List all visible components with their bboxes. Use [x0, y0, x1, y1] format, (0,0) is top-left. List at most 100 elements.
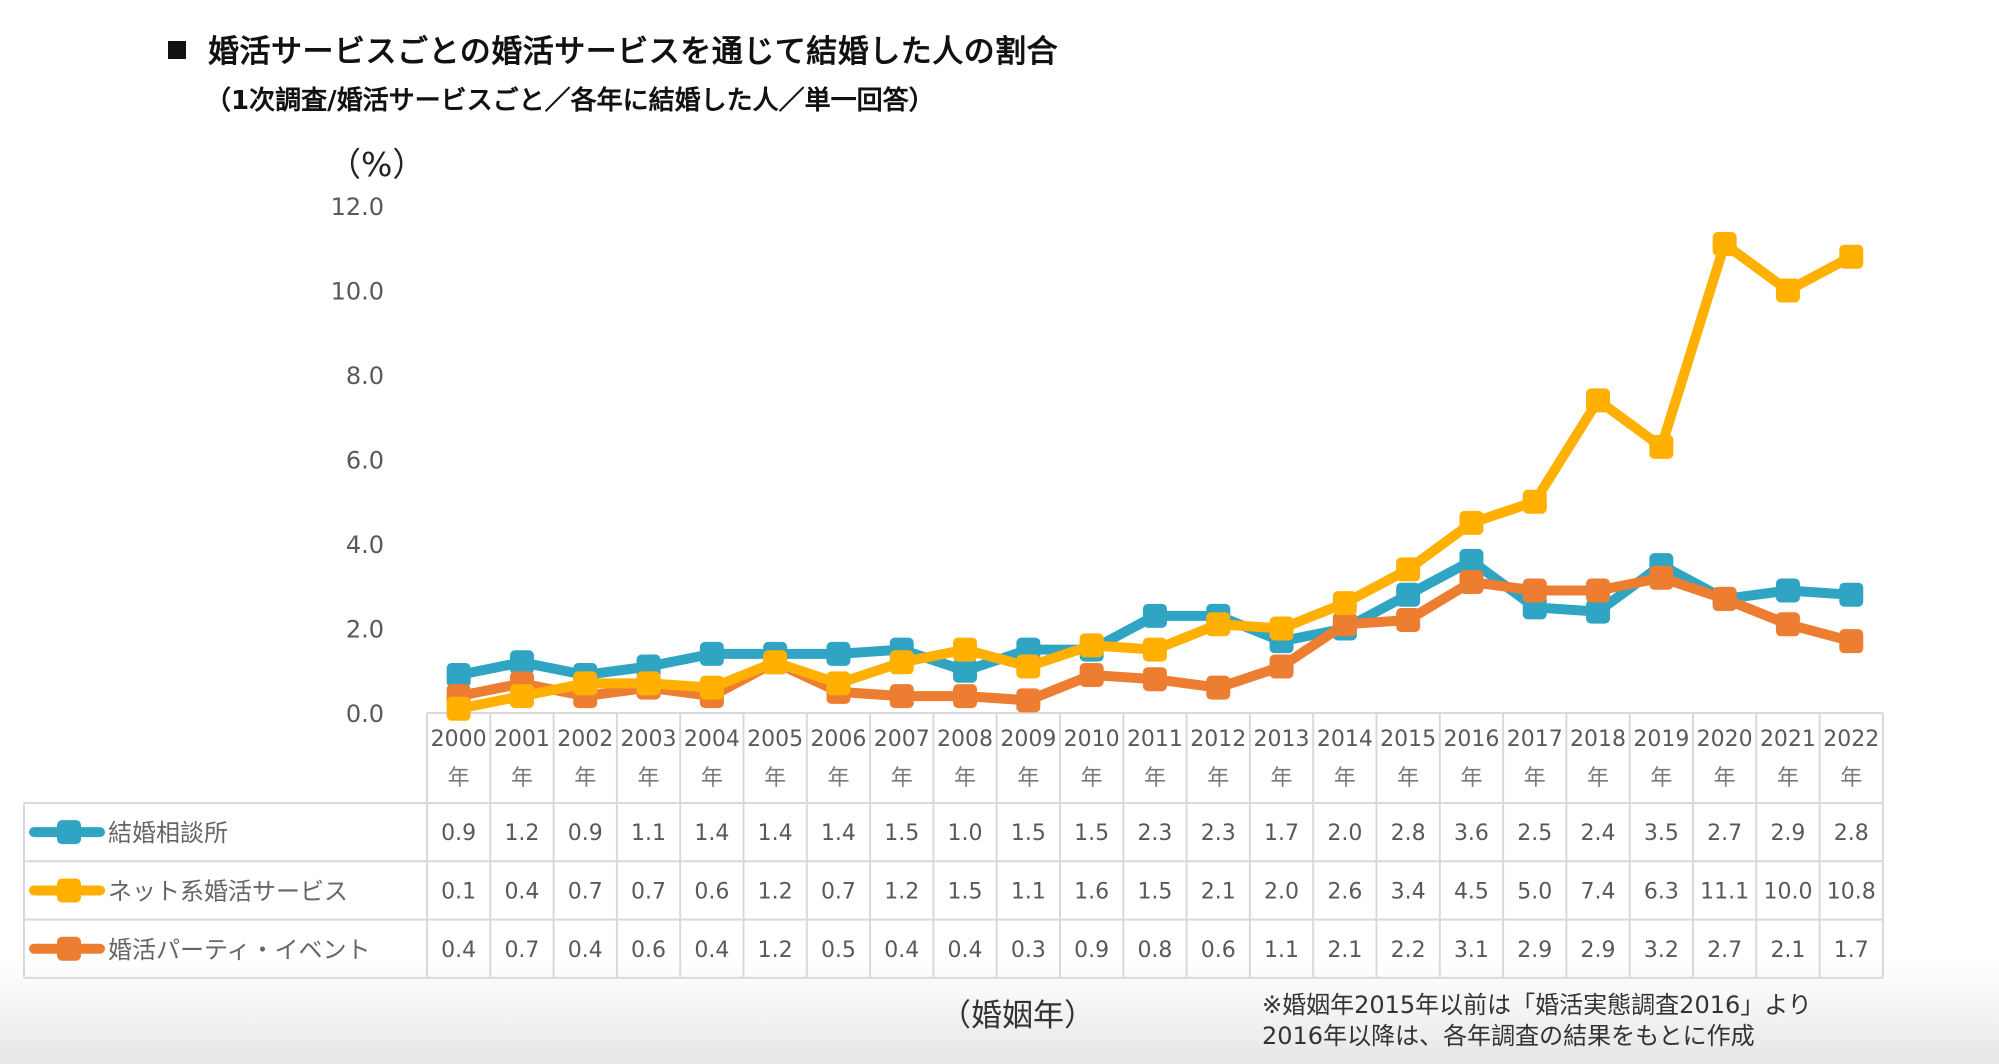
- data-point-marker: [1712, 586, 1737, 611]
- table-cell-value: 1.2: [758, 938, 793, 963]
- data-point-marker: [1586, 578, 1611, 603]
- title-bullet-icon: [168, 41, 186, 59]
- x-tick-label: 2004: [684, 727, 740, 752]
- table-cell-value: 1.5: [1074, 821, 1109, 846]
- table-cell-value: 3.6: [1454, 821, 1489, 846]
- chart-subtitle: （1次調査/婚活サービスごと／各年に結婚した人／単一回答）: [205, 86, 935, 116]
- table-cell-value: 7.4: [1581, 879, 1616, 904]
- table-cell-value: 2.0: [1264, 879, 1299, 904]
- x-tick-label: 2007: [874, 727, 930, 752]
- table-cell-value: 0.4: [948, 938, 983, 963]
- table-cell-value: 1.2: [884, 879, 919, 904]
- table-cell-value: 1.1: [1264, 938, 1299, 963]
- x-tick-label: 2012: [1190, 727, 1246, 752]
- legend-entry: 結婚相談所: [29, 819, 228, 847]
- table-cell-value: 1.4: [758, 821, 793, 846]
- table-cell-value: 10.0: [1763, 879, 1812, 904]
- table-cell-value: 5.0: [1517, 879, 1552, 904]
- x-tick-label: 2015: [1380, 727, 1436, 752]
- x-tick-suffix: 年: [1650, 766, 1672, 791]
- data-point-marker: [699, 675, 724, 700]
- x-tick-suffix: 年: [1017, 766, 1039, 791]
- x-tick-label: 2002: [557, 727, 613, 752]
- x-tick-suffix: 年: [448, 766, 470, 791]
- table-cell-value: 0.7: [821, 879, 856, 904]
- x-tick-label: 2020: [1697, 727, 1753, 752]
- y-tick-label: 2.0: [346, 616, 384, 644]
- table-cell-value: 1.6: [1074, 879, 1109, 904]
- data-point-marker: [1396, 557, 1421, 582]
- table-cell-value: 0.4: [504, 879, 539, 904]
- data-point-marker: [889, 684, 914, 709]
- data-point-marker: [1142, 667, 1167, 692]
- y-tick-label: 0.0: [346, 700, 384, 728]
- table-cell-value: 3.2: [1644, 938, 1679, 963]
- data-point-marker: [1522, 489, 1547, 514]
- x-tick-suffix: 年: [574, 766, 596, 791]
- data-point-marker: [1775, 578, 1800, 603]
- chart-title-text: 婚活サービスごとの婚活サービスを通じて結婚した人の割合: [208, 34, 1059, 70]
- x-tick-suffix: 年: [1144, 766, 1166, 791]
- table-cell-value: 2.7: [1707, 938, 1742, 963]
- data-point-marker: [826, 671, 851, 696]
- x-axis-label: （婚姻年）: [940, 998, 1095, 1034]
- data-point-marker: [953, 658, 978, 683]
- series-1: [446, 232, 1864, 721]
- legend-label: 結婚相談所: [108, 819, 228, 847]
- table-cell-value: 10.8: [1827, 879, 1876, 904]
- table-cell-value: 11.1: [1700, 879, 1749, 904]
- table-cell-value: 2.7: [1707, 821, 1742, 846]
- data-point-marker: [1332, 591, 1357, 616]
- y-axis-unit-label: （%）: [328, 145, 426, 184]
- x-tick-suffix: 年: [1334, 766, 1356, 791]
- x-tick-suffix: 年: [827, 766, 849, 791]
- data-point-marker: [509, 684, 534, 709]
- data-table: 2000 年 2001 年 2002 年 2003 年 2004 年 2005 年 2006 年 2007 年…: [23, 712, 1884, 979]
- table-cell-value: 2.8: [1834, 821, 1869, 846]
- x-tick-label: 2000: [431, 727, 487, 752]
- legend-marker-icon: [57, 936, 81, 961]
- x-tick-suffix: 年: [511, 766, 533, 791]
- table-cell-value: 2.5: [1517, 821, 1552, 846]
- data-point-marker: [1206, 612, 1231, 637]
- table-cell-value: 2.1: [1770, 938, 1805, 963]
- table-cell-value: 2.0: [1327, 821, 1362, 846]
- table-cell-value: 0.9: [1074, 938, 1109, 963]
- table-cell-value: 0.9: [568, 821, 603, 846]
- x-tick-suffix: 年: [1207, 766, 1229, 791]
- x-tick-label: 2008: [937, 727, 993, 752]
- table-cell-value: 1.5: [948, 879, 983, 904]
- data-point-marker: [1459, 548, 1484, 573]
- y-tick-label: 8.0: [346, 362, 384, 390]
- x-tick-suffix: 年: [891, 766, 913, 791]
- x-tick-label: 2011: [1127, 727, 1183, 752]
- x-tick-label: 2013: [1254, 727, 1310, 752]
- x-tick-label: 2018: [1570, 727, 1626, 752]
- table-cell-value: 0.5: [821, 938, 856, 963]
- table-cell-value: 3.1: [1454, 938, 1489, 963]
- data-point-marker: [1712, 232, 1737, 257]
- table-cell-value: 0.7: [568, 879, 603, 904]
- y-tick-label: 4.0: [346, 531, 384, 559]
- table-cell-value: 1.4: [694, 821, 729, 846]
- table-cell-value: 2.2: [1391, 938, 1426, 963]
- data-point-marker: [953, 637, 978, 662]
- table-cell-value: 0.6: [631, 938, 666, 963]
- x-tick-suffix: 年: [764, 766, 786, 791]
- x-tick-label: 2014: [1317, 727, 1373, 752]
- data-point-marker: [509, 650, 534, 675]
- x-tick-suffix: 年: [1524, 766, 1546, 791]
- table-cell-value: 1.7: [1834, 938, 1869, 963]
- data-point-marker: [573, 671, 598, 696]
- x-tick-suffix: 年: [1460, 766, 1482, 791]
- table-cell-value: 1.0: [948, 821, 983, 846]
- table-cell-value: 1.5: [1011, 821, 1046, 846]
- data-point-marker: [1775, 278, 1800, 303]
- table-cell-value: 1.1: [631, 821, 666, 846]
- data-point-marker: [1332, 612, 1357, 637]
- data-point-marker: [1079, 633, 1104, 658]
- data-point-marker: [1459, 510, 1484, 535]
- x-tick-label: 2022: [1823, 727, 1879, 752]
- data-point-marker: [1839, 244, 1864, 269]
- data-point-marker: [1142, 637, 1167, 662]
